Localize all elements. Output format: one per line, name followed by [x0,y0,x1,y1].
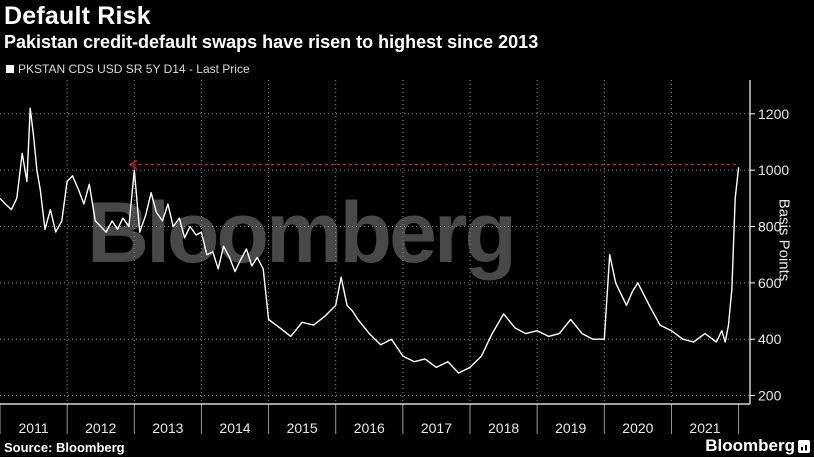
x-tick-label: 2016 [354,420,385,436]
reference-arrowhead [128,159,138,170]
grid-lines [0,80,750,404]
y-tick-label: 1200 [758,106,789,122]
bar-chart-icon [798,439,810,453]
legend-label: PKSTAN CDS USD SR 5Y D14 - Last Price [18,62,250,76]
y-tick-label: 1000 [758,162,789,178]
x-tick-label: 2019 [555,420,586,436]
series-lines [0,107,740,374]
legend: PKSTAN CDS USD SR 5Y D14 - Last Price [6,62,250,76]
x-tick-label: 2014 [219,420,250,436]
brand-text: Bloomberg [705,436,795,455]
brand-logo: Bloomberg [705,436,810,456]
x-tick-labels: 2011 2012 2013 2014 2015 2016 2017 2018 2019 2020… [19,420,721,436]
y-tick-label: 200 [758,388,782,404]
source-note: Source: Bloomberg [4,440,125,455]
y-tick-label: 400 [758,331,782,347]
y-axis-label: Basis Points [775,198,793,282]
y-tick-labels: 200 400 600 800 1000 1200 [758,106,789,404]
x-tick-label: 2011 [19,420,49,436]
y-tick-label: 800 [758,219,782,235]
x-tick-label: 2021 [689,420,720,436]
watermark-text: Bloomberg [87,185,514,281]
x-tick-label: 2020 [622,420,653,436]
x-tick-label: 2012 [85,420,116,436]
chart-subtitle: Pakistan credit-default swaps have risen… [4,32,539,52]
series-line [0,107,740,374]
x-tick-label: 2017 [421,420,452,436]
x-tick-label: 2013 [152,420,183,436]
y-tick-label: 600 [758,275,782,291]
chart-title: Default Risk [4,2,151,30]
x-tick-label: 2015 [287,420,318,436]
x-tick-label: 2018 [488,420,519,436]
legend-swatch [6,65,14,73]
axes [0,80,755,434]
